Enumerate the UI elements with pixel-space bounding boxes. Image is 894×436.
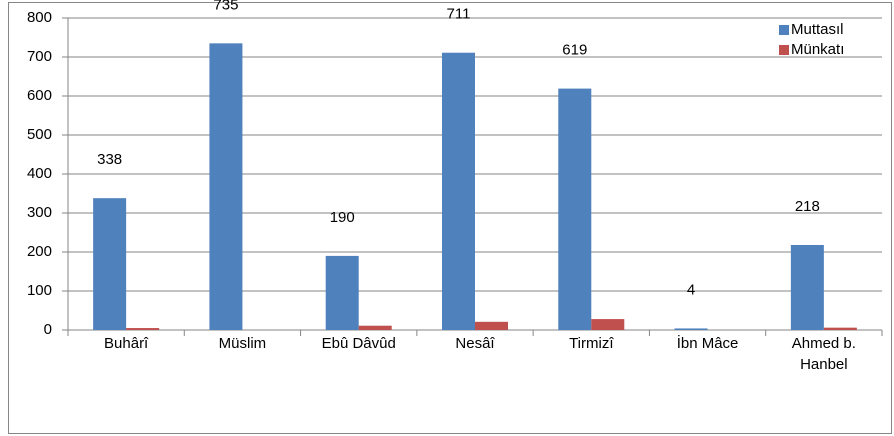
data-label: 338 [97, 151, 122, 168]
legend-label: Muttasıl [791, 21, 844, 38]
bar [209, 43, 243, 330]
bar [93, 198, 127, 330]
x-tick-label: Ahmed b. Hanbel [791, 335, 856, 373]
bar [674, 328, 708, 330]
x-tick-label: Buhârî [104, 335, 149, 352]
y-tick-label: 100 [27, 282, 52, 299]
bar [790, 244, 824, 330]
bar [442, 52, 475, 331]
data-label: 218 [795, 198, 820, 215]
x-tick-label: Ebû Dâvûd [321, 335, 396, 352]
x-tick-label: Nesâî [455, 335, 495, 352]
bar [126, 328, 160, 330]
chart-border [8, 2, 892, 434]
data-label: 619 [562, 42, 587, 59]
bar [325, 255, 359, 330]
legend-swatch [779, 45, 789, 55]
data-label: 735 [213, 0, 238, 13]
data-label: 711 [447, 6, 471, 23]
bar [591, 319, 625, 330]
y-tick-label: 300 [27, 204, 52, 221]
y-tick-label: 700 [27, 48, 52, 65]
bar [558, 88, 592, 330]
y-tick-label: 500 [27, 126, 52, 143]
legend-label: Münkatı [791, 41, 844, 58]
x-tick-label: Müslim [218, 335, 267, 352]
y-tick-label: 600 [27, 87, 52, 104]
legend-swatch [779, 25, 789, 35]
data-label: 190 [330, 209, 355, 226]
y-tick-label: 200 [27, 243, 52, 260]
y-tick-label: 800 [27, 9, 52, 26]
y-tick-label: 0 [44, 321, 52, 338]
data-label: 4 [687, 281, 695, 298]
bar [475, 321, 508, 330]
bar [358, 325, 392, 330]
x-tick-label: Tirmizî [569, 335, 614, 352]
y-tick-label: 400 [27, 165, 52, 182]
bar [823, 327, 857, 330]
x-tick-label: İbn Mâce [676, 335, 739, 352]
